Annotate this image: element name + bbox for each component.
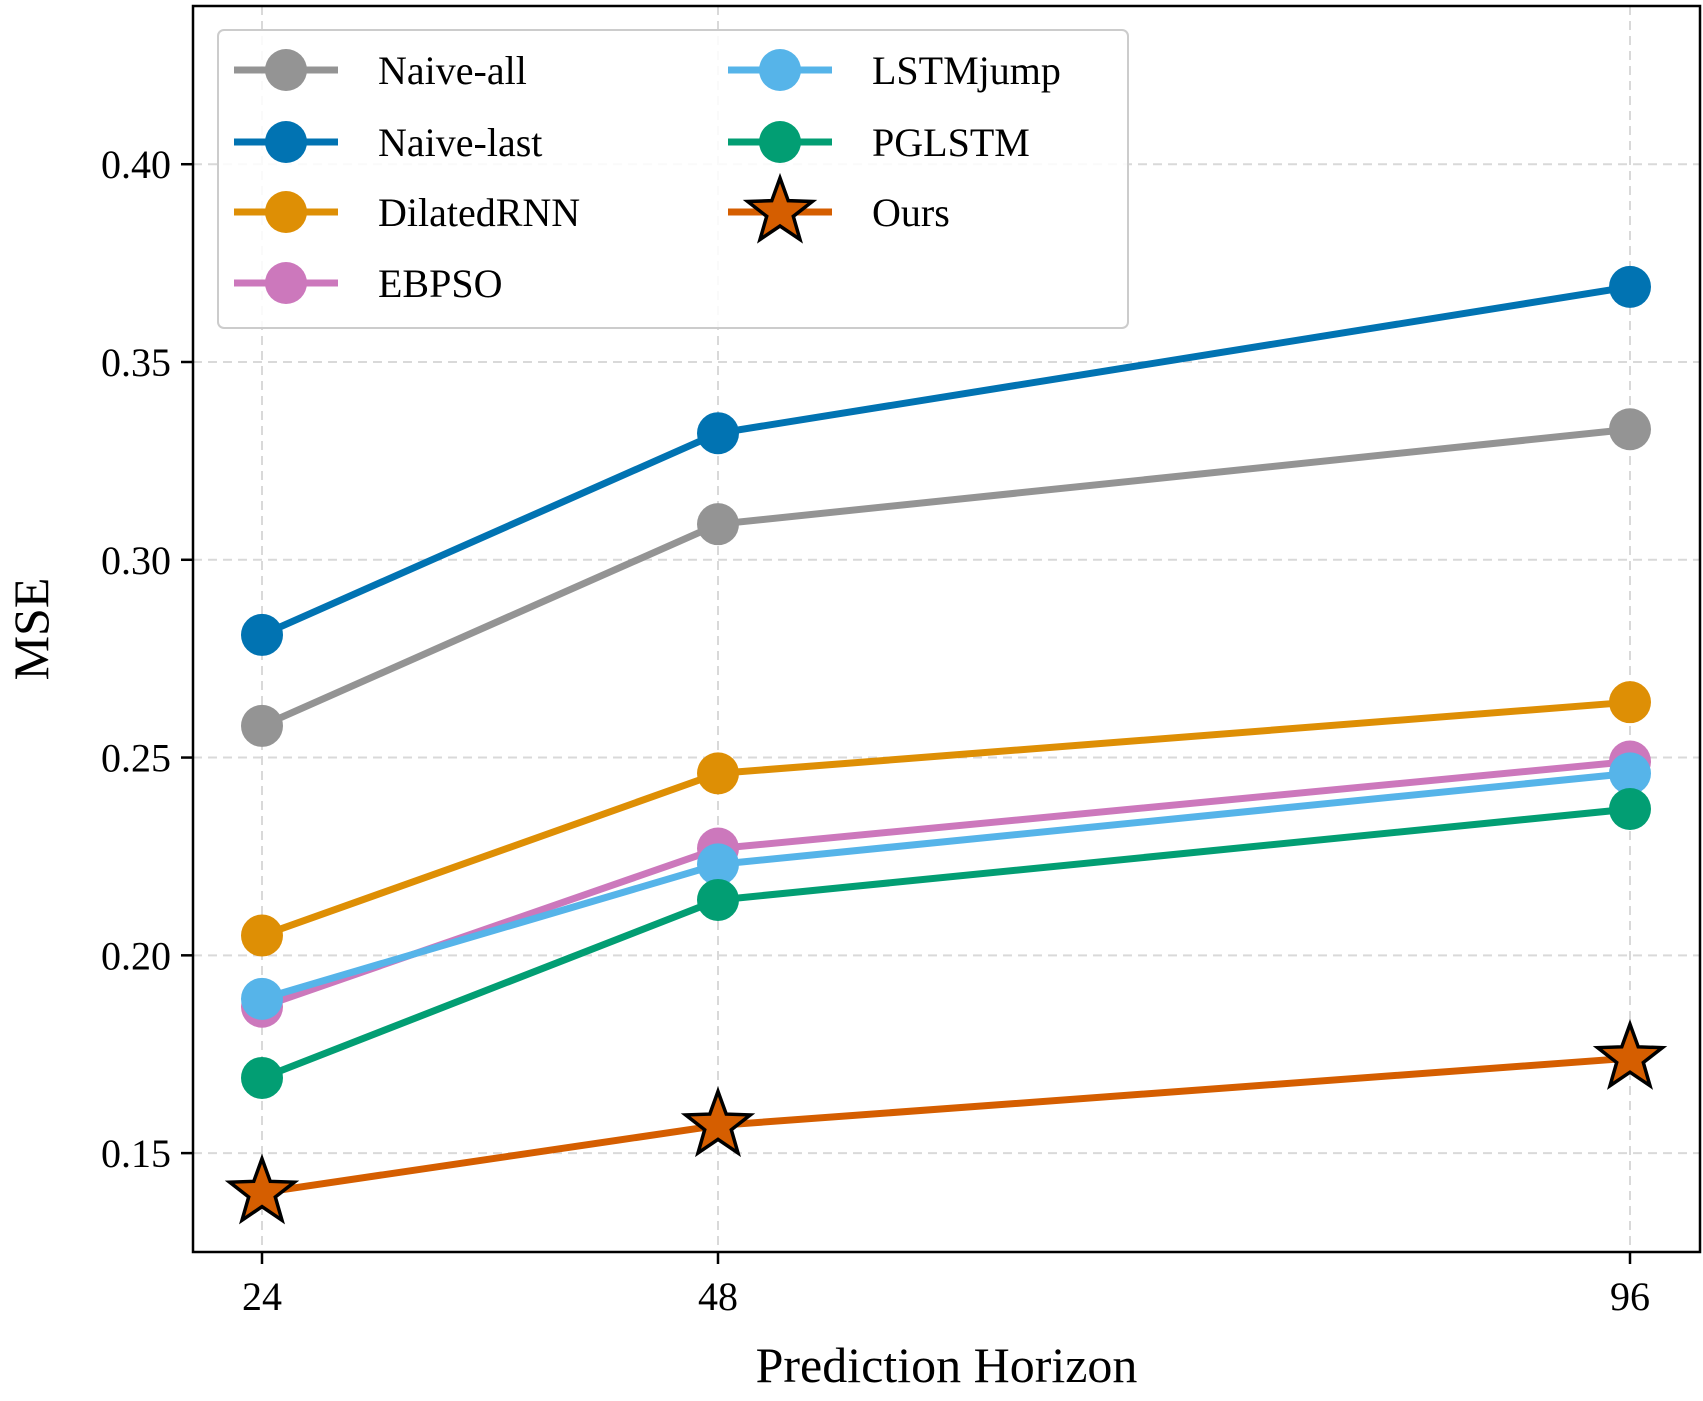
series-line-dilatedrnn [260, 698, 1631, 939]
data-point-dilatedrnn [241, 914, 283, 957]
x-axis-title: Prediction Horizon [756, 1337, 1138, 1393]
data-point-lstmjump [241, 977, 283, 1020]
data-point-naive-last [1609, 265, 1651, 308]
y-tick-label: 0.20 [101, 933, 171, 978]
data-point-dilatedrnn [1609, 681, 1651, 724]
data-point-naive-all [1609, 408, 1651, 451]
legend-label: LSTMjump [872, 48, 1061, 93]
series-pglstm [241, 787, 1651, 1099]
series-line-lstmjump [261, 769, 1631, 1003]
data-point-ours [224, 1153, 300, 1225]
data-point-lstmjump [697, 843, 739, 886]
y-tick-label: 0.35 [101, 340, 171, 385]
legend-item-ebpso: EBPSO [234, 261, 503, 306]
legend-frame [217, 29, 1129, 329]
series-ours [224, 1019, 1668, 1225]
series-line-pglstm [260, 805, 1631, 1082]
data-point-dilatedrnn [697, 752, 739, 795]
data-point-ours [1592, 1019, 1668, 1090]
x-tick-label: 24 [242, 1274, 282, 1319]
legend-circle-marker [265, 49, 307, 91]
series-line-naive-all [260, 425, 1631, 730]
y-tick-label: 0.15 [101, 1131, 171, 1176]
series-line-ebpso [260, 758, 1631, 1011]
legend: Naive-all Naive-last DilatedRNN EBPSO LSTMju… [217, 29, 1129, 329]
legend-label: DilatedRNN [378, 190, 580, 235]
legend-label: PGLSTM [872, 120, 1030, 165]
legend-item-naive-last: Naive-last [234, 120, 542, 165]
series-ebpso [241, 740, 1651, 1028]
y-axis-title: MSE [3, 578, 59, 681]
legend-item-dilatedrnn: DilatedRNN [234, 190, 580, 235]
data-point-pglstm [241, 1056, 283, 1099]
legend-circle-marker [265, 262, 307, 304]
legend-item-pglstm: PGLSTM [728, 120, 1030, 165]
legend-label: Ours [872, 190, 950, 235]
legend-item-naive-all: Naive-all [234, 48, 527, 93]
x-tick-label: 48 [698, 1274, 738, 1319]
legend-item-lstmjump: LSTMjump [728, 48, 1061, 93]
plot-frame [191, 4, 1702, 1254]
legend-label: Naive-all [378, 48, 527, 93]
legend-item-ours: Ours [728, 172, 950, 244]
axis-ticks: 24 48 96 0.15 0.20 0.25 0.30 0.35 0.40 [101, 142, 1650, 1319]
series-dilatedrnn [241, 681, 1651, 957]
series-line-ours [261, 1054, 1631, 1197]
series-layer [224, 265, 1668, 1225]
data-point-naive-last [697, 412, 739, 455]
data-point-naive-last [241, 613, 283, 656]
series-naive-all [241, 408, 1651, 747]
legend-circle-marker [759, 121, 801, 163]
series-naive-last [241, 265, 1651, 656]
legend-circle-marker [265, 191, 307, 233]
legend-label: EBPSO [378, 261, 503, 306]
y-tick-label: 0.25 [101, 736, 171, 781]
series-line-naive-last [260, 283, 1631, 639]
data-point-naive-all [697, 503, 739, 546]
legend-circle-marker [265, 121, 307, 163]
series-lstmjump [241, 752, 1651, 1020]
y-tick-label: 0.30 [101, 538, 171, 583]
legend-label: Naive-last [378, 120, 542, 165]
legend-star-marker [742, 172, 818, 244]
data-point-lstmjump [1609, 752, 1651, 795]
data-point-ours [680, 1086, 756, 1158]
data-point-naive-all [241, 704, 283, 747]
legend-circle-marker [759, 49, 801, 91]
data-point-pglstm [697, 878, 739, 921]
data-point-pglstm [1609, 787, 1651, 830]
y-tick-label: 0.40 [101, 142, 171, 187]
x-tick-label: 96 [1610, 1274, 1650, 1319]
